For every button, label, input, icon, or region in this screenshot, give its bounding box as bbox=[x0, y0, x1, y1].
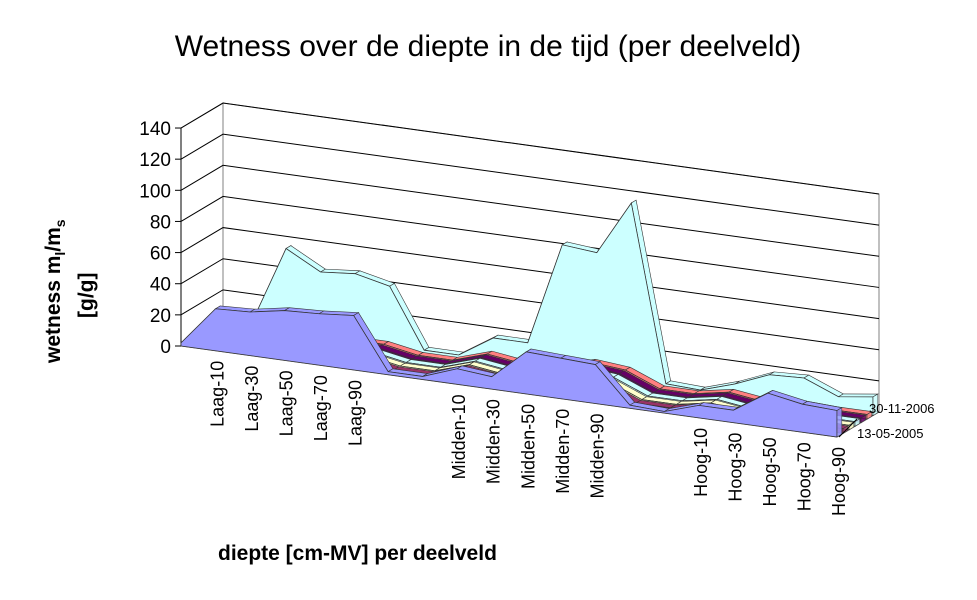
category-label: Midden-50 bbox=[518, 404, 538, 489]
gridline bbox=[180, 195, 880, 288]
category-label: Midden-10 bbox=[449, 394, 469, 479]
area-end-cap bbox=[854, 418, 861, 427]
category-label: Hoog-50 bbox=[760, 437, 780, 506]
category-label: Midden-30 bbox=[484, 399, 504, 484]
y-tick-label: 40 bbox=[150, 275, 171, 296]
gridline bbox=[180, 164, 880, 257]
y-tick-label: 100 bbox=[139, 181, 171, 202]
x-axis-title: diepte [cm-MV] per deelveld bbox=[218, 542, 497, 565]
category-label: Hoog-10 bbox=[691, 428, 711, 497]
y-tick-label: 140 bbox=[139, 119, 171, 140]
y-axis-title: wetness ml/ms bbox=[42, 219, 68, 364]
series-label-back: 30-11-2006 bbox=[869, 401, 935, 416]
area-end-cap bbox=[836, 407, 843, 438]
chart-title: Wetness over de diepte in de tijd (per d… bbox=[175, 30, 801, 63]
area-end-cap bbox=[860, 414, 867, 424]
y-tick-label: 20 bbox=[150, 306, 171, 327]
category-label: Hoog-30 bbox=[725, 433, 745, 502]
y-axis-title-sub-s: s bbox=[52, 219, 68, 227]
series-axis-line bbox=[838, 418, 858, 438]
series-label-front: 13-05-2005 bbox=[857, 426, 924, 441]
y-tick-label: 80 bbox=[150, 212, 171, 233]
area-series-6 bbox=[216, 201, 874, 417]
y-axis-ticks: 0 20 40 60 80 100 120 140 bbox=[139, 119, 171, 358]
category-label: Hoog-90 bbox=[829, 447, 849, 516]
category-label: Laag-10 bbox=[208, 361, 228, 427]
x-axis-categories: Laag-10 Laag-30 Laag-50 Laag-70 Laag-90 Midde… bbox=[208, 361, 849, 516]
category-label: Hoog-70 bbox=[794, 442, 814, 511]
area-end-cap bbox=[866, 411, 873, 420]
y-tick-label: 60 bbox=[150, 244, 171, 265]
area-series-0 bbox=[180, 308, 838, 438]
category-label: Laag-70 bbox=[311, 375, 331, 441]
category-label: Laag-90 bbox=[346, 380, 366, 446]
gridline bbox=[180, 133, 880, 226]
category-label: Midden-90 bbox=[587, 413, 607, 498]
gridline bbox=[180, 102, 880, 195]
category-label: Midden-70 bbox=[553, 409, 573, 494]
y-tick-label: 120 bbox=[139, 150, 171, 171]
series-axis-labels: 13-05-2005 30-11-2006 bbox=[838, 401, 935, 441]
category-label: Laag-50 bbox=[277, 370, 297, 436]
y-axis-title-slash: /m bbox=[42, 227, 65, 252]
area-end-cap bbox=[872, 393, 879, 417]
gridline bbox=[180, 258, 880, 351]
y-axis-unit: [g/g] bbox=[75, 273, 98, 318]
category-label: Laag-30 bbox=[242, 366, 262, 432]
gridline bbox=[180, 227, 880, 320]
y-axis-title-text: wetness m bbox=[42, 256, 65, 364]
y-tick-label: 0 bbox=[160, 337, 171, 358]
data-areas bbox=[180, 199, 879, 438]
y-axis-title-sub-l: l bbox=[52, 252, 68, 256]
